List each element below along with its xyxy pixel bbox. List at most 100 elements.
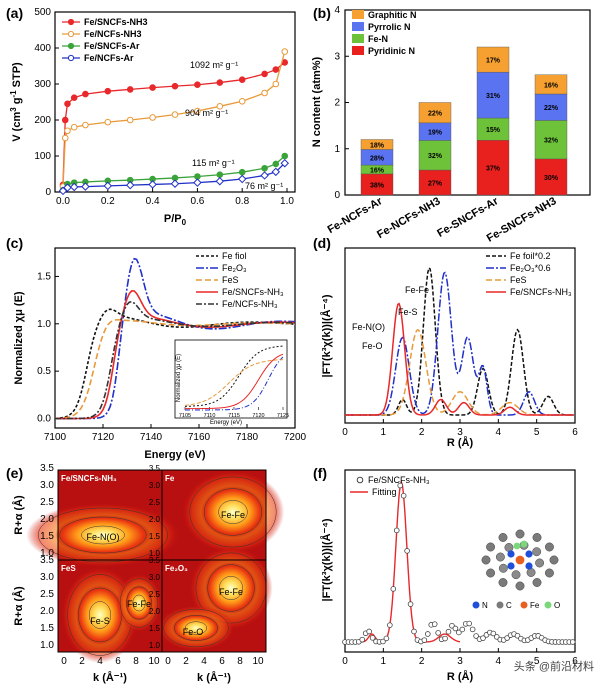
panel-b-bar-pct: 32% <box>544 138 559 145</box>
panel-a-point <box>63 183 72 192</box>
panel-f-xlabel: R (Å) <box>447 670 474 683</box>
panel-f-data-point <box>424 631 431 637</box>
panel-e-ytick-label-mid: 2.0 <box>149 607 161 616</box>
panel-b-bar-segment <box>418 140 452 171</box>
panel-b-bar-pct: 16% <box>544 82 559 89</box>
panel-f-data-point <box>369 635 376 641</box>
atom-carbon <box>544 542 554 552</box>
panel-a-point <box>64 127 71 135</box>
panel-a-ytick-label: 0 <box>45 187 51 198</box>
panel-a-point <box>104 118 112 126</box>
panel-a-point <box>125 180 135 190</box>
panel-f-data-point <box>473 633 479 639</box>
panel-b-bar-pct: 17% <box>486 58 501 65</box>
panel-a-point <box>281 48 289 55</box>
panel-a-ytick-label: 100 <box>34 151 51 162</box>
panel-f-data-point <box>569 639 576 645</box>
panel-e-xtick-label: 0 <box>165 656 171 667</box>
wt-contour-line <box>218 500 248 524</box>
panel-a-isotherm: (a) 0.0 0.2 0.4 0.6 0.8 1.0 0 100 200 300 400 500 P… <box>6 5 296 227</box>
panel-f-xtick-label: 1 <box>381 656 387 667</box>
panel-e-ylabel-bottom: R+α (Å) <box>12 586 25 626</box>
atom-carbon <box>498 533 508 542</box>
panel-c-xtick-label: 7160 <box>188 432 211 443</box>
panel-e-xtick-label: 0 <box>61 656 67 667</box>
panel-d-ft-line <box>345 329 574 416</box>
panel-f-fitting-line <box>345 479 461 643</box>
panel-a-point <box>237 174 247 184</box>
panel-a-annotation-76: 76 m² g⁻¹ <box>245 181 283 191</box>
wt-contour-core <box>76 585 124 645</box>
panel-d-ft-line <box>345 302 574 416</box>
panel-a-ytick-label: 400 <box>34 43 51 54</box>
panel-f-data-point <box>359 636 366 643</box>
wt-contour-core <box>125 585 153 621</box>
panel-e-ytick-label-mid: 2.0 <box>149 515 161 524</box>
wt-contour-line <box>203 488 263 536</box>
panel-f-xtick-label: 2 <box>419 656 425 667</box>
panel-c-xtick-label: 7180 <box>236 432 259 443</box>
panel-d-annotation-fe-no: Fe-N(O) <box>352 322 385 332</box>
panel-b-bar-pct: 28% <box>370 155 385 162</box>
atom-carbon <box>535 558 545 568</box>
panel-a-point <box>103 181 113 191</box>
panel-c-inset-xlabel: Energy (eV) <box>210 420 242 426</box>
panel-c-legend-text: Fe/NCFs-NH₃ <box>222 299 278 309</box>
panel-f-legend-text: Fitting <box>372 487 397 497</box>
atom-carbon <box>486 542 496 552</box>
watermark: 头条 @前沿材料 <box>514 659 594 673</box>
panel-b-bar-segment <box>418 169 452 196</box>
panel-a-point <box>238 168 246 176</box>
panel-b-legend-text: Pyrrolic N <box>368 22 411 32</box>
panel-d-annotation-fe-fe: Fe-Fe <box>405 285 429 295</box>
wt-title-1: Fe/SNCFs-NH₃ <box>61 474 117 483</box>
panel-a-point <box>70 94 78 101</box>
atom-oxygen <box>520 540 528 548</box>
fe-n4-structure-illustration <box>481 529 559 591</box>
panel-c-label: (c) <box>6 235 23 251</box>
panel-f-data-point <box>411 628 417 635</box>
panel-f-label: (f) <box>313 465 327 481</box>
panel-c-inset-line <box>184 345 284 407</box>
wt-contour-line <box>184 621 208 635</box>
wt-contour-core <box>55 515 151 555</box>
panel-b-bar-pct: 37% <box>486 166 501 173</box>
wt-label-fe-s: Fe-S <box>90 616 110 626</box>
panel-e-ytick-label: 3.0 <box>40 572 54 583</box>
panel-d-xtick-label: 1 <box>381 427 387 438</box>
panel-e-xtick-label: 10 <box>252 656 264 667</box>
panel-c-ytick-label: 1.5 <box>37 271 51 282</box>
panel-e-ytick-label: 2.5 <box>40 497 54 508</box>
panel-e-ytick-label: 2.0 <box>40 606 54 617</box>
wt-label-fe-fe-3: Fe-Fe <box>219 587 243 597</box>
panel-b-bar-segment <box>360 139 394 150</box>
panel-d-xtick-label: 6 <box>572 427 578 438</box>
panel-b-bar-segment <box>418 102 452 124</box>
panel-e-ytick-label: 3.5 <box>40 555 54 566</box>
panel-b-bar-pct: 18% <box>370 142 385 149</box>
panel-a-legend-marker <box>67 54 75 62</box>
panel-c-ytick-label: 0.0 <box>37 414 51 425</box>
panel-c-xlabel: Energy (eV) <box>144 449 205 461</box>
wt-label-fe-no: Fe-N(O) <box>87 532 120 542</box>
panel-a-point <box>82 90 89 98</box>
panel-d-annotation-fe-s: Fe-S <box>398 307 418 317</box>
panel-f-data-point <box>466 620 473 627</box>
panel-a-point <box>81 182 90 191</box>
atom-carbon <box>532 578 542 587</box>
panel-c-inset-xtick-label: 7105 <box>179 413 191 419</box>
panel-d-frame <box>344 247 576 424</box>
atom-carbon <box>515 529 525 539</box>
panel-d-legend-text: Fe foil*0.2 <box>510 251 551 261</box>
panel-b-legend-text: Fe-N <box>368 34 388 44</box>
atom-legend-marker <box>496 601 504 609</box>
panel-f-data-point <box>490 630 497 637</box>
panel-a-point <box>260 171 269 180</box>
panel-b-bar-segment <box>534 74 568 95</box>
panel-d-ft-line <box>345 271 574 416</box>
atom-carbon <box>498 563 508 573</box>
panel-d-exafs: (d) 0 1 2 3 4 5 6 Fe foil*0.2 Fe₂O₃*0.6 FeS Fe/SN… <box>313 235 578 449</box>
panel-c-inset-line <box>184 356 284 411</box>
panel-c-inset-line <box>184 359 284 406</box>
panel-a-point <box>171 111 179 118</box>
